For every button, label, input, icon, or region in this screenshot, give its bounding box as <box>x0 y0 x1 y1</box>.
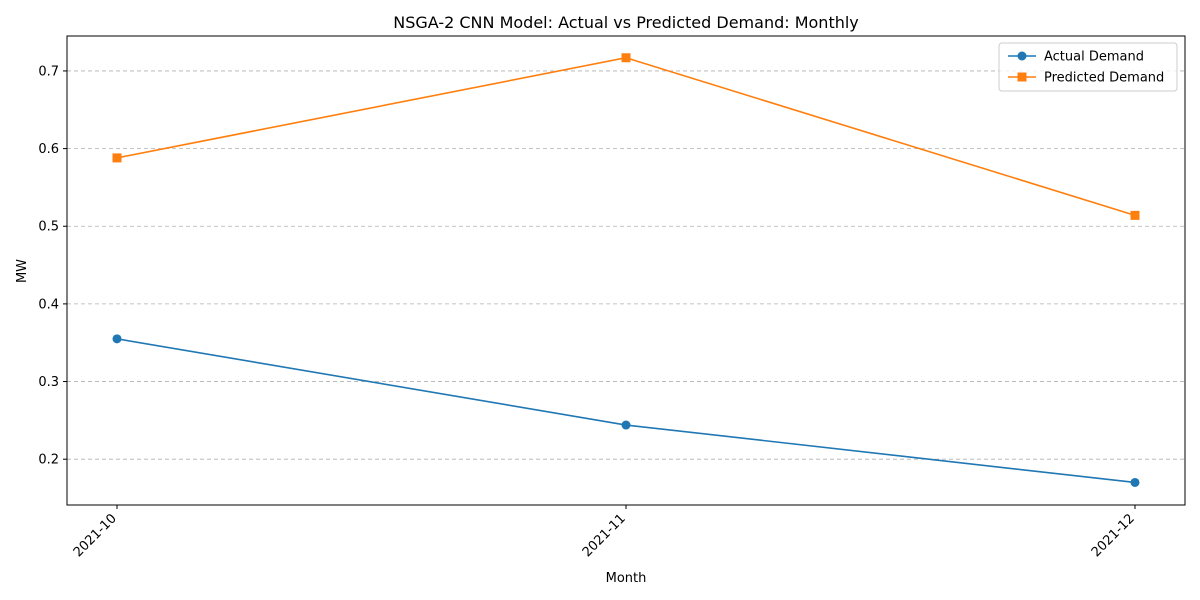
y-axis-title: MW <box>15 259 30 283</box>
legend-label-predicted: Predicted Demand <box>1044 71 1164 86</box>
series-line-actual-demand <box>116 338 1136 484</box>
y-tick-label: 0.7 <box>38 64 59 79</box>
x-tick-label: 2021-10 <box>71 511 120 560</box>
x-axis: 2021-10 2021-11 2021-12 <box>71 505 1138 560</box>
x-tick-label: 2021-12 <box>1089 511 1138 560</box>
legend: Actual Demand Predicted Demand <box>998 42 1178 92</box>
x-tick-label: 2021-11 <box>580 511 629 560</box>
data-point-predicted-demand <box>1130 210 1140 220</box>
data-point-actual-demand <box>112 334 122 344</box>
y-tick-label: 0.5 <box>38 220 59 235</box>
plot-frame <box>66 35 1186 506</box>
series-line-predicted-demand <box>116 56 1136 217</box>
y-tick-label: 0.2 <box>38 453 59 468</box>
legend-marker-predicted <box>1017 72 1027 82</box>
data-point-predicted-demand <box>621 53 631 63</box>
y-tick-label: 0.3 <box>38 375 59 390</box>
series-layer <box>112 53 1140 487</box>
data-point-actual-demand <box>1130 477 1140 487</box>
legend-label-actual: Actual Demand <box>1044 50 1144 65</box>
chart-title: NSGA-2 CNN Model: Actual vs Predicted De… <box>393 13 859 32</box>
grid-lines <box>67 70 1185 460</box>
y-tick-label: 0.4 <box>38 297 59 312</box>
y-axis: 0.2 0.3 0.4 0.5 0.6 0.7 <box>38 64 67 468</box>
x-axis-title: Month <box>606 571 647 586</box>
legend-marker-actual <box>1017 51 1027 61</box>
legend-box <box>998 42 1178 92</box>
data-point-predicted-demand <box>112 153 122 163</box>
data-point-actual-demand <box>621 420 631 430</box>
y-tick-label: 0.6 <box>38 142 59 157</box>
